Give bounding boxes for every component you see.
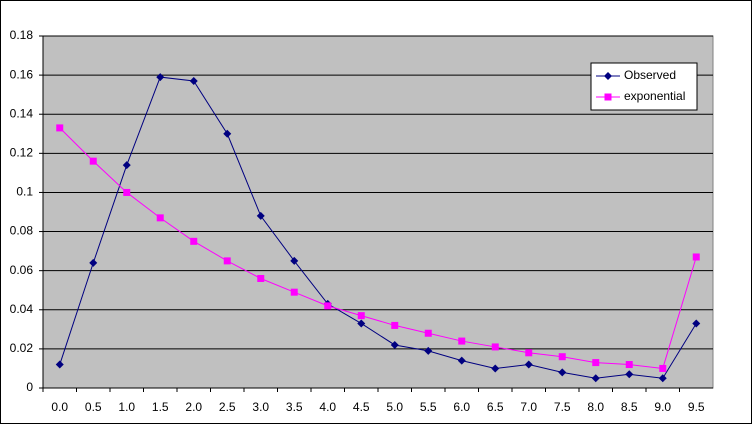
x-tick-label: 1.5 bbox=[152, 400, 169, 414]
marker bbox=[156, 73, 165, 82]
x-tick-label: 4.5 bbox=[353, 400, 370, 414]
marker bbox=[458, 337, 466, 345]
marker bbox=[55, 360, 64, 369]
marker bbox=[457, 356, 466, 365]
marker bbox=[424, 329, 432, 337]
x-tick-label: 4.0 bbox=[319, 400, 336, 414]
marker bbox=[592, 359, 600, 367]
series-line bbox=[59, 127, 697, 369]
marker bbox=[223, 257, 231, 265]
marker bbox=[692, 319, 701, 328]
legend-label: exponential bbox=[624, 89, 685, 103]
x-tick-label: 0.0 bbox=[51, 400, 68, 414]
y-tick-label: 0.1 bbox=[16, 185, 33, 199]
marker bbox=[290, 256, 299, 265]
x-tick-label: 6.5 bbox=[487, 400, 504, 414]
x-tick-label: 3.0 bbox=[252, 400, 269, 414]
marker bbox=[357, 312, 365, 320]
x-tick-label: 2.5 bbox=[219, 400, 236, 414]
legend bbox=[590, 62, 698, 111]
marker bbox=[324, 302, 332, 310]
marker bbox=[156, 214, 164, 222]
x-tick-label: 0.5 bbox=[85, 400, 102, 414]
x-tick-label: 6.0 bbox=[453, 400, 470, 414]
marker bbox=[558, 353, 566, 361]
x-tick-label: 8.0 bbox=[587, 400, 604, 414]
marker bbox=[659, 364, 667, 372]
marker bbox=[491, 364, 500, 373]
x-tick-label: 7.5 bbox=[554, 400, 571, 414]
x-tick-label: 1.0 bbox=[118, 400, 135, 414]
marker bbox=[89, 157, 97, 165]
x-tick-label: 9.0 bbox=[654, 400, 671, 414]
marker bbox=[424, 346, 433, 355]
y-tick-label: 0.16 bbox=[10, 67, 34, 81]
x-tick-label: 9.5 bbox=[688, 400, 705, 414]
marker bbox=[558, 368, 567, 377]
marker bbox=[189, 76, 198, 85]
x-tick-label: 7.0 bbox=[520, 400, 537, 414]
legend-label: Observed bbox=[624, 68, 676, 82]
marker bbox=[256, 211, 265, 220]
marker bbox=[56, 124, 64, 132]
marker bbox=[257, 274, 265, 282]
marker bbox=[692, 253, 700, 261]
y-tick-label: 0.04 bbox=[10, 302, 34, 316]
y-tick-label: 0.12 bbox=[10, 146, 34, 160]
marker bbox=[123, 188, 131, 196]
marker bbox=[525, 349, 533, 357]
marker bbox=[658, 374, 667, 383]
x-tick-label: 2.0 bbox=[185, 400, 202, 414]
y-tick-label: 0.08 bbox=[10, 224, 34, 238]
marker bbox=[391, 321, 399, 329]
y-tick-label: 0.02 bbox=[10, 341, 34, 355]
marker bbox=[491, 343, 499, 351]
marker bbox=[524, 360, 533, 369]
marker bbox=[390, 340, 399, 349]
y-tick-label: 0.18 bbox=[10, 28, 34, 42]
x-tick-label: 5.5 bbox=[420, 400, 437, 414]
series-line bbox=[59, 76, 697, 379]
x-tick-label: 3.5 bbox=[286, 400, 303, 414]
marker bbox=[591, 374, 600, 383]
marker bbox=[290, 288, 298, 296]
x-tick-label: 5.0 bbox=[386, 400, 403, 414]
legend-marker bbox=[604, 93, 612, 101]
marker bbox=[190, 237, 198, 245]
y-tick-label: 0.06 bbox=[10, 263, 34, 277]
marker bbox=[122, 161, 131, 170]
legend-marker bbox=[604, 72, 612, 80]
marker bbox=[89, 258, 98, 267]
marker bbox=[357, 319, 366, 328]
x-tick-label: 8.5 bbox=[621, 400, 638, 414]
marker bbox=[223, 129, 232, 138]
y-tick-label: 0.14 bbox=[10, 106, 34, 120]
y-tick-label: 0 bbox=[26, 380, 33, 394]
marker bbox=[625, 370, 634, 379]
marker bbox=[625, 361, 633, 369]
